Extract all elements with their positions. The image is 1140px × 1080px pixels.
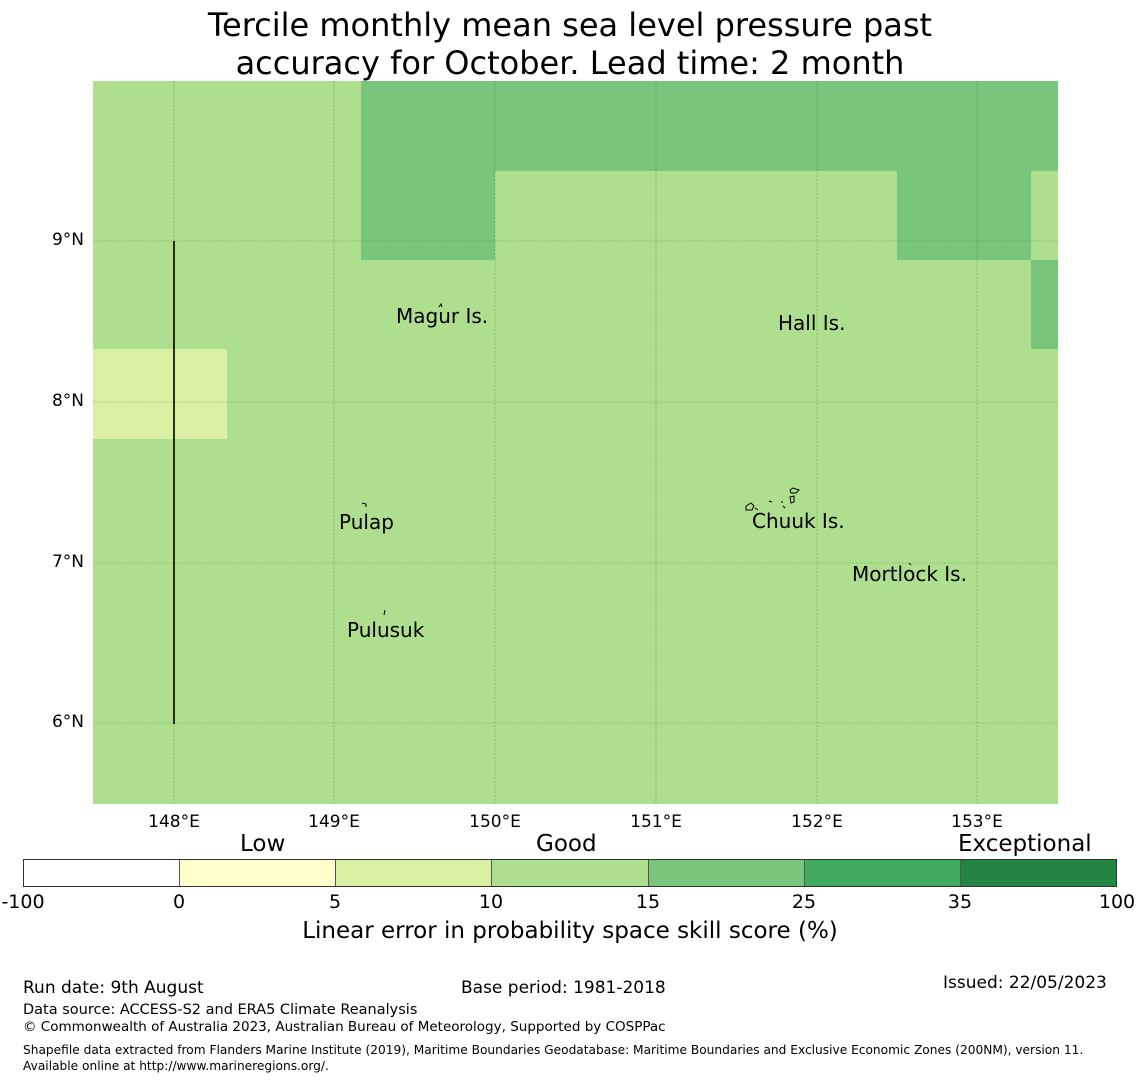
lat-label-8n: 8°N bbox=[51, 391, 84, 411]
colorbar-segment bbox=[804, 860, 961, 886]
title-line-1: Tercile monthly mean sea level pressure … bbox=[207, 6, 933, 44]
run-date: Run date: 9th August bbox=[23, 978, 204, 998]
colorbar-segment bbox=[960, 860, 1116, 886]
category-label-exceptional: Exceptional bbox=[958, 831, 1092, 857]
colorbar-segment bbox=[24, 860, 181, 886]
gridlines bbox=[93, 81, 1058, 804]
chuuk-island-shape bbox=[745, 487, 800, 511]
category-label-good: Good bbox=[536, 831, 597, 857]
magur-island-shape bbox=[438, 302, 443, 308]
pulusuk-island-shape bbox=[383, 609, 386, 616]
title-line-2: accuracy for October. Lead time: 2 month bbox=[235, 44, 905, 82]
chart-title: Tercile monthly mean sea level pressure … bbox=[0, 6, 1140, 82]
issued-date: Issued: 22/05/2023 bbox=[943, 973, 1107, 993]
map-svg bbox=[93, 81, 1058, 804]
category-label-low: Low bbox=[240, 831, 286, 857]
data-source: Data source: ACCESS-S2 and ERA5 Climate … bbox=[23, 1002, 418, 1018]
skill-cell-block bbox=[1031, 260, 1058, 349]
lon-label-151e: 151°E bbox=[630, 812, 682, 832]
skill-cell-block-low bbox=[93, 349, 227, 439]
skill-cell-block bbox=[897, 171, 1031, 260]
lon-label-149e: 149°E bbox=[308, 812, 360, 832]
shapefile-credit: Shapefile data extracted from Flanders M… bbox=[23, 1043, 1084, 1073]
colorbar-segment bbox=[180, 860, 337, 886]
lat-label-6n: 6°N bbox=[51, 712, 84, 732]
colorbar-tick: 10 bbox=[478, 891, 504, 913]
lon-label-152e: 152°E bbox=[791, 812, 843, 832]
lon-label-153e: 153°E bbox=[951, 812, 1003, 832]
place-label-chuuk: Chuuk Is. bbox=[752, 509, 845, 533]
mortlock-island-shape bbox=[908, 562, 912, 566]
lon-label-148e: 148°E bbox=[148, 812, 200, 832]
colorbar-tick: 25 bbox=[791, 891, 817, 913]
skill-map bbox=[93, 81, 1058, 804]
colorbar-label: Linear error in probability space skill … bbox=[302, 918, 838, 944]
lon-label-150e: 150°E bbox=[469, 812, 521, 832]
place-label-mortlock: Mortlock Is. bbox=[852, 562, 967, 586]
base-period: Base period: 1981-2018 bbox=[461, 978, 666, 998]
pulap-island-shape bbox=[361, 502, 367, 507]
colorbar-tick: 0 bbox=[172, 891, 186, 913]
colorbar-segment bbox=[336, 860, 493, 886]
lat-label-9n: 9°N bbox=[51, 230, 84, 250]
place-label-magur: Magur Is. bbox=[396, 304, 489, 328]
colorbar-tick: 35 bbox=[947, 891, 973, 913]
colorbar-tick: -100 bbox=[1, 891, 45, 913]
colorbar-tick: 15 bbox=[635, 891, 661, 913]
skill-cell-block bbox=[495, 81, 1058, 171]
colorbar-tick: 5 bbox=[328, 891, 342, 913]
place-label-pulusuk: Pulusuk bbox=[347, 618, 425, 642]
island-outlines bbox=[361, 302, 912, 616]
copyright-notice: © Commonwealth of Australia 2023, Austra… bbox=[23, 1019, 666, 1035]
colorbar bbox=[23, 859, 1117, 887]
skill-cell-block bbox=[361, 81, 495, 260]
colorbar-segment bbox=[492, 860, 649, 886]
colorbar-tick: 100 bbox=[1098, 891, 1136, 913]
colorbar-segment bbox=[648, 860, 805, 886]
place-label-hall: Hall Is. bbox=[778, 311, 846, 335]
lat-label-7n: 7°N bbox=[51, 552, 84, 572]
place-label-pulap: Pulap bbox=[339, 510, 394, 534]
